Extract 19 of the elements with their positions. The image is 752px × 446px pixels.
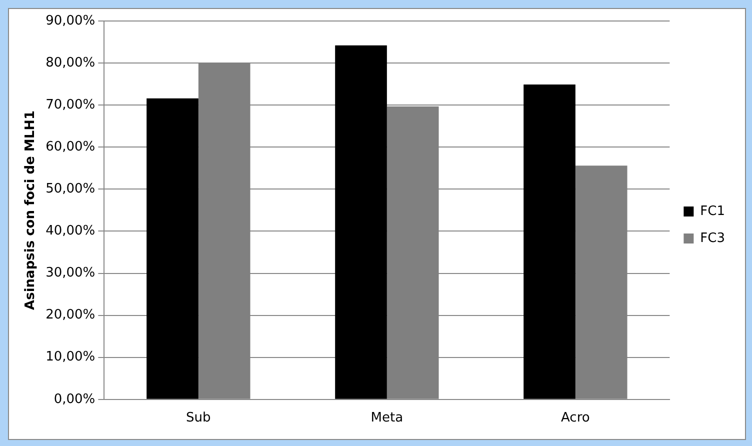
legend-label: FC3 — [700, 230, 725, 246]
y-tick-label: 20,00% — [46, 308, 96, 323]
bar — [524, 84, 576, 399]
y-tick-label: 40,00% — [46, 224, 96, 239]
y-tick-label: 10,00% — [46, 350, 96, 365]
y-axis-title: Asinapsis con foci de MLH1 — [23, 110, 38, 310]
x-tick-label: Acro — [561, 410, 590, 426]
y-tick-label: 30,00% — [46, 266, 96, 281]
y-tick-label: 50,00% — [46, 182, 96, 197]
bar — [335, 45, 387, 399]
y-tick-label: 70,00% — [46, 97, 96, 112]
y-tick-label: 60,00% — [46, 140, 96, 155]
x-tick-label: Meta — [370, 410, 404, 426]
x-tick-label: Sub — [186, 410, 211, 426]
y-tick-label: 0,00% — [54, 392, 96, 407]
legend-label: FC1 — [700, 204, 725, 219]
y-tick-label: 90,00% — [46, 13, 96, 28]
bar — [146, 98, 198, 399]
y-tick-label: 80,00% — [46, 55, 96, 70]
